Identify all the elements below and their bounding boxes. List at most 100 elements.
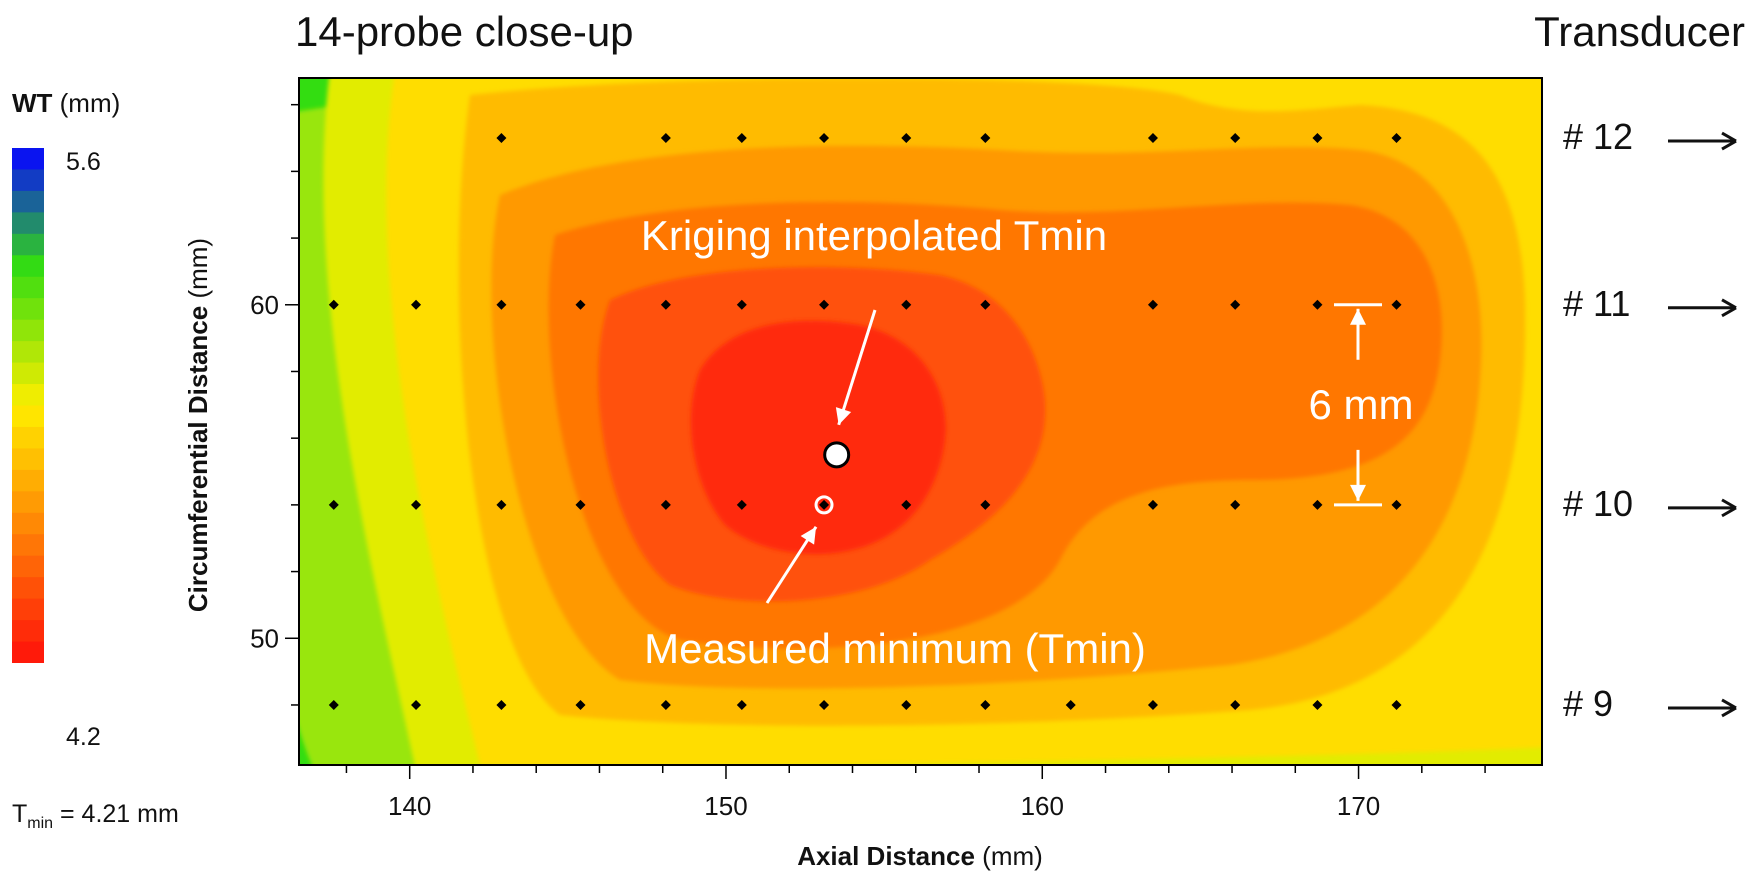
colorbar-level xyxy=(12,319,44,342)
probe-point xyxy=(1391,299,1402,310)
probe-point xyxy=(819,299,830,310)
colorbar-level xyxy=(12,169,44,192)
probe-point xyxy=(980,499,991,510)
y-axis-label: Circumferential Distance (mm) xyxy=(183,238,213,612)
probe-point xyxy=(736,499,747,510)
legend-title-quantity: WT xyxy=(12,88,53,118)
measured-annotation: Measured minimum (Tmin) xyxy=(644,625,1146,672)
probe-point xyxy=(819,499,830,510)
probe-point xyxy=(1230,499,1241,510)
probe-point xyxy=(901,699,912,710)
probe-point xyxy=(328,499,339,510)
probe-point xyxy=(328,699,339,710)
colorbar-level xyxy=(12,255,44,278)
x-tick-label: 160 xyxy=(1021,791,1064,821)
probe-point xyxy=(575,299,586,310)
probe-point xyxy=(1230,133,1241,144)
y-tick-label: 60 xyxy=(250,290,279,320)
annotations: Kriging interpolated Tmin Measured minimu… xyxy=(641,212,1414,672)
transducer-arrow-head xyxy=(1721,698,1737,718)
x-tick-label: 140 xyxy=(388,791,431,821)
measured-min-marker xyxy=(814,495,834,515)
tmin-prefix: T xyxy=(12,800,28,828)
colorbar-level xyxy=(12,641,44,663)
probe-point xyxy=(901,299,912,310)
probe-point xyxy=(1147,499,1158,510)
probe-point xyxy=(1230,299,1241,310)
probe-point xyxy=(980,133,991,144)
tmin-readout: Tmin = 4.21 mm xyxy=(12,800,179,833)
probe-point xyxy=(819,133,830,144)
transducer-arrow-head xyxy=(1721,498,1737,518)
probe-point xyxy=(1312,499,1323,510)
probe-point xyxy=(328,299,339,310)
colorbar-level xyxy=(12,491,44,514)
spacing-arrow-down-head xyxy=(1350,484,1366,501)
probe-point xyxy=(736,299,747,310)
contour-bands xyxy=(299,78,1542,765)
probe-point xyxy=(819,699,830,710)
x-tick-label: 170 xyxy=(1337,791,1380,821)
legend-min-label: 4.2 xyxy=(66,723,101,751)
probe-point xyxy=(496,133,507,144)
probe-point xyxy=(901,133,912,144)
probe-point xyxy=(980,299,991,310)
tmin-sub: min xyxy=(27,815,54,832)
probe-point xyxy=(1147,133,1158,144)
probe-points xyxy=(328,133,1402,710)
probe-point xyxy=(1391,699,1402,710)
probe-point xyxy=(660,133,671,144)
probe-point xyxy=(496,699,507,710)
color-legend-bar xyxy=(12,148,44,663)
probe-point xyxy=(660,299,671,310)
colorbar-level xyxy=(12,405,44,428)
probe-point xyxy=(736,699,747,710)
probe-point xyxy=(575,499,586,510)
probe-point xyxy=(660,699,671,710)
kriging-min-marker xyxy=(823,441,851,469)
probe-point xyxy=(1391,499,1402,510)
transducer-title: Transducer xyxy=(1534,8,1745,55)
colorbar-level xyxy=(12,190,44,213)
transducer-arrow-head xyxy=(1721,131,1737,151)
colorbar-level xyxy=(12,212,44,235)
kriging-annotation: Kriging interpolated Tmin xyxy=(641,212,1107,259)
probe-point xyxy=(411,499,422,510)
probe-point xyxy=(1147,299,1158,310)
colorbar-level xyxy=(12,148,44,171)
y-tick-label: 50 xyxy=(250,623,279,653)
probe-point xyxy=(1312,133,1323,144)
colorbar-level xyxy=(12,534,44,557)
probe-point xyxy=(660,499,671,510)
probe-point xyxy=(1312,699,1323,710)
colorbar-level xyxy=(12,384,44,407)
legend-max-label: 5.6 xyxy=(66,148,101,176)
colorbar-level xyxy=(12,276,44,299)
chart-title: 14-probe close-up xyxy=(295,8,634,55)
x-axis-label-unit: (mm) xyxy=(975,841,1043,871)
colorbar-level xyxy=(12,598,44,621)
contour-band xyxy=(690,320,946,555)
colorbar-level xyxy=(12,448,44,471)
axes: 140 150 160 170 50 60 xyxy=(250,103,1486,821)
colorbar-level xyxy=(12,426,44,450)
probe-point xyxy=(575,699,586,710)
colorbar-level xyxy=(12,620,44,643)
colorbar-level xyxy=(12,577,44,600)
probe-point xyxy=(1312,299,1323,310)
y-axis-label-unit: (mm) xyxy=(183,238,213,306)
transducer-label: # 9 xyxy=(1563,682,1614,724)
y-axis-label-name: Circumferential Distance xyxy=(183,306,213,612)
probe-point xyxy=(496,499,507,510)
legend-title-unit: (mm) xyxy=(52,88,121,118)
probe-point xyxy=(411,699,422,710)
x-axis-label-group: Axial Distance (mm) xyxy=(797,841,1043,871)
probe-point xyxy=(1065,699,1076,710)
kriging-arrow-head xyxy=(835,407,852,425)
measured-arrow-head xyxy=(800,526,817,545)
probe-point xyxy=(496,299,507,310)
tmin-value: = 4.21 mm xyxy=(53,800,179,828)
colorbar-level xyxy=(12,298,44,321)
colorbar-level xyxy=(12,341,44,364)
